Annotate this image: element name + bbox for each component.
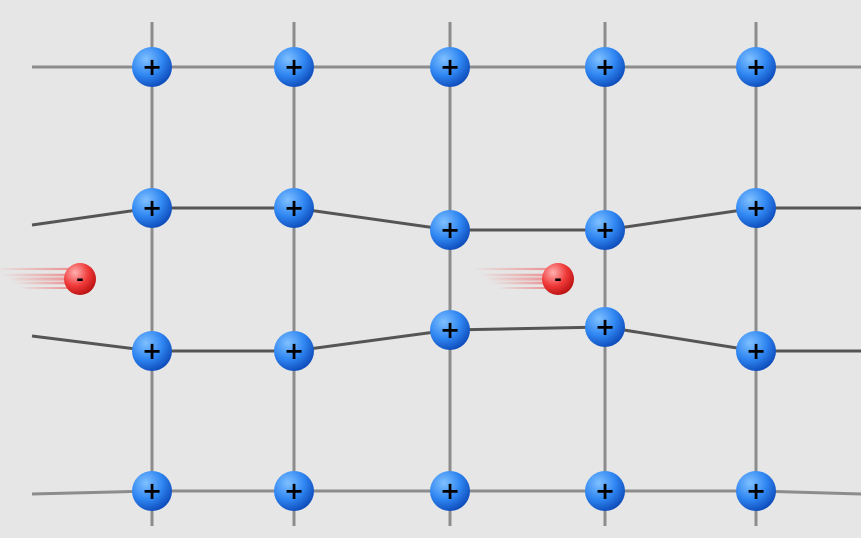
electron: -: [473, 263, 574, 295]
ion-sphere: [132, 188, 172, 228]
ion: +: [430, 210, 470, 250]
ion-sphere: [736, 47, 776, 87]
ion-sphere: [274, 188, 314, 228]
electron-trail: [7, 277, 70, 281]
ion-sign: +: [142, 477, 162, 505]
electron-sign: -: [76, 269, 83, 290]
electron-trail: [1, 273, 70, 277]
ions-layer: + + + + + + + + + + + + + + + + + + + +: [132, 47, 776, 511]
ion: +: [132, 188, 172, 228]
ion-sphere: [430, 471, 470, 511]
ion: +: [274, 331, 314, 371]
electron-sphere: [542, 263, 574, 295]
ion-sphere: [430, 210, 470, 250]
ion-sign: +: [440, 53, 460, 81]
ion-sign: +: [595, 477, 615, 505]
ion-sphere: [585, 471, 625, 511]
ion: +: [736, 47, 776, 87]
horizontal-grid-lines: [31, 65, 861, 496]
ion-sign: +: [284, 194, 304, 222]
ion: +: [274, 471, 314, 511]
ion-sphere: [274, 47, 314, 87]
ion: +: [585, 307, 625, 347]
ion-sign: +: [746, 337, 766, 365]
ion: +: [274, 47, 314, 87]
ion-sign: +: [595, 216, 615, 244]
ion-sphere: [585, 47, 625, 87]
electron-trail: [485, 277, 548, 281]
electron-sign: -: [554, 269, 561, 290]
ion-sphere: [132, 331, 172, 371]
vertical-grid-lines: [150, 22, 758, 526]
ion: +: [736, 331, 776, 371]
ion: +: [132, 47, 172, 87]
ion-sphere: [430, 310, 470, 350]
ion-sphere: [132, 471, 172, 511]
ion-sphere: [430, 47, 470, 87]
ion-sphere: [736, 471, 776, 511]
ion: +: [736, 188, 776, 228]
ion-sphere: [274, 471, 314, 511]
electron-trail: [491, 281, 548, 285]
ion: +: [585, 47, 625, 87]
electron-trail: [473, 267, 548, 271]
ion-sphere: [585, 210, 625, 250]
ion-sign: +: [440, 216, 460, 244]
ion: +: [132, 471, 172, 511]
ion-sign: +: [595, 53, 615, 81]
ion-sign: +: [142, 337, 162, 365]
ion-sign: +: [142, 194, 162, 222]
ion-sphere: [736, 188, 776, 228]
ion-sign: +: [595, 313, 615, 341]
ion-sign: +: [440, 316, 460, 344]
ion: +: [585, 210, 625, 250]
ion: +: [132, 331, 172, 371]
ion-sign: +: [746, 477, 766, 505]
ion-sign: +: [284, 477, 304, 505]
ion-sign: +: [284, 337, 304, 365]
ion: +: [736, 471, 776, 511]
ion-sphere: [274, 331, 314, 371]
electrons-layer: --: [0, 263, 574, 295]
ion-sphere: [736, 331, 776, 371]
ion-sign: +: [746, 53, 766, 81]
ion: +: [430, 47, 470, 87]
ion-sphere: [585, 307, 625, 347]
electron-trail: [497, 287, 548, 289]
electron-trail: [13, 281, 70, 285]
electron-trail: [479, 273, 548, 277]
electron-sphere: [64, 263, 96, 295]
ion-sign: +: [440, 477, 460, 505]
ion-sign: +: [746, 194, 766, 222]
ion: +: [430, 471, 470, 511]
electron-trail: [19, 287, 70, 289]
ion-sign: +: [284, 53, 304, 81]
electron-trail: [0, 267, 70, 271]
electron: -: [0, 263, 96, 295]
ion-sphere: [132, 47, 172, 87]
ion: +: [430, 310, 470, 350]
ion: +: [585, 471, 625, 511]
ion-sign: +: [142, 53, 162, 81]
ion: +: [274, 188, 314, 228]
